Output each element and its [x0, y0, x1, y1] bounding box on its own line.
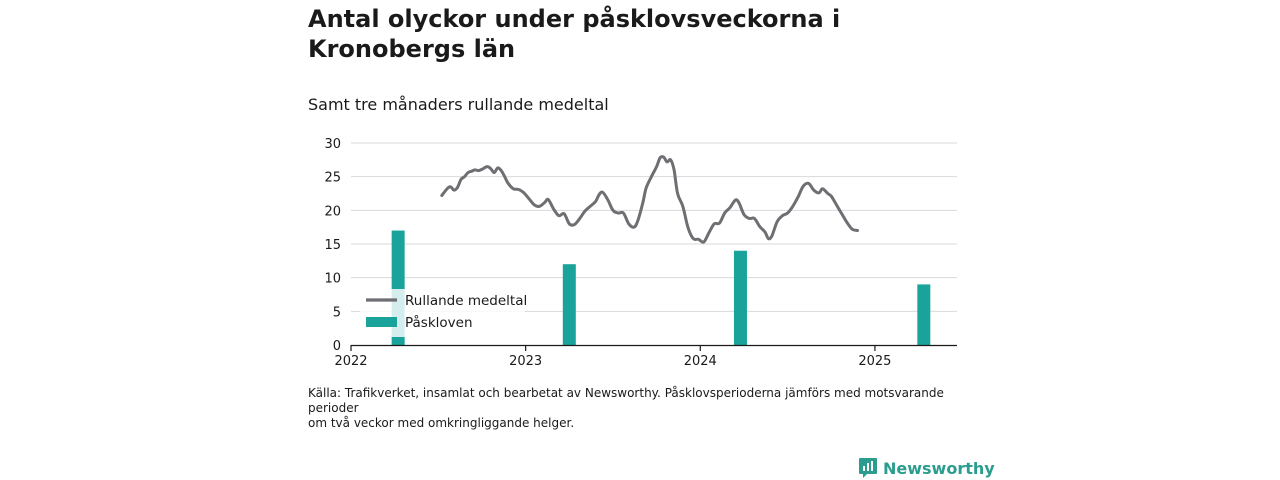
y-tick-label-5: 5 [333, 305, 341, 320]
source-line-1: Källa: Trafikverket, insamlat och bearbe… [308, 386, 944, 415]
y-axis-ticks: 0 5 10 15 20 25 30 [324, 137, 341, 354]
source-line-2: om två veckor med omkringliggande helger… [308, 416, 575, 430]
bar-paskloven-2 [733, 250, 747, 345]
line-series-rullande-medeltal [440, 155, 859, 244]
legend-bar-swatch [366, 317, 397, 327]
legend: Rullande medeltal Påskloven [360, 289, 527, 337]
x-tick-label-2025: 2025 [858, 354, 891, 369]
x-tick-label-2023: 2023 [509, 354, 542, 369]
y-tick-label-20: 20 [324, 204, 341, 219]
x-tick-label-2022: 2022 [334, 354, 367, 369]
bar-paskloven-3 [917, 284, 931, 345]
y-tick-label-25: 25 [324, 171, 341, 186]
gridlines [351, 142, 957, 312]
chart-title: Antal olyckor under påsklovsveckorna i K… [308, 5, 841, 63]
x-tick-label-2024: 2024 [684, 354, 717, 369]
bar-paskloven-1 [562, 264, 576, 345]
legend-label-line: Rullande medeltal [405, 293, 527, 309]
newsworthy-logo: Newsworthy [858, 457, 995, 479]
legend-label-bars: Påskloven [405, 314, 473, 331]
y-tick-label-0: 0 [333, 339, 341, 354]
line-rullande-medeltal [440, 155, 859, 244]
newsworthy-logo-text: Newsworthy [883, 458, 995, 478]
source-note: Källa: Trafikverket, insamlat och bearbe… [308, 386, 948, 431]
chart-subtitle: Samt tre månaders rullande medeltal [308, 95, 609, 114]
newsworthy-logo-icon [859, 458, 877, 478]
legend-background [360, 289, 525, 337]
x-axis-ticks: 2022 2023 2024 2025 [334, 345, 891, 369]
y-tick-label-15: 15 [324, 238, 341, 253]
y-tick-label-30: 30 [324, 137, 341, 152]
y-tick-label-10: 10 [324, 272, 341, 287]
